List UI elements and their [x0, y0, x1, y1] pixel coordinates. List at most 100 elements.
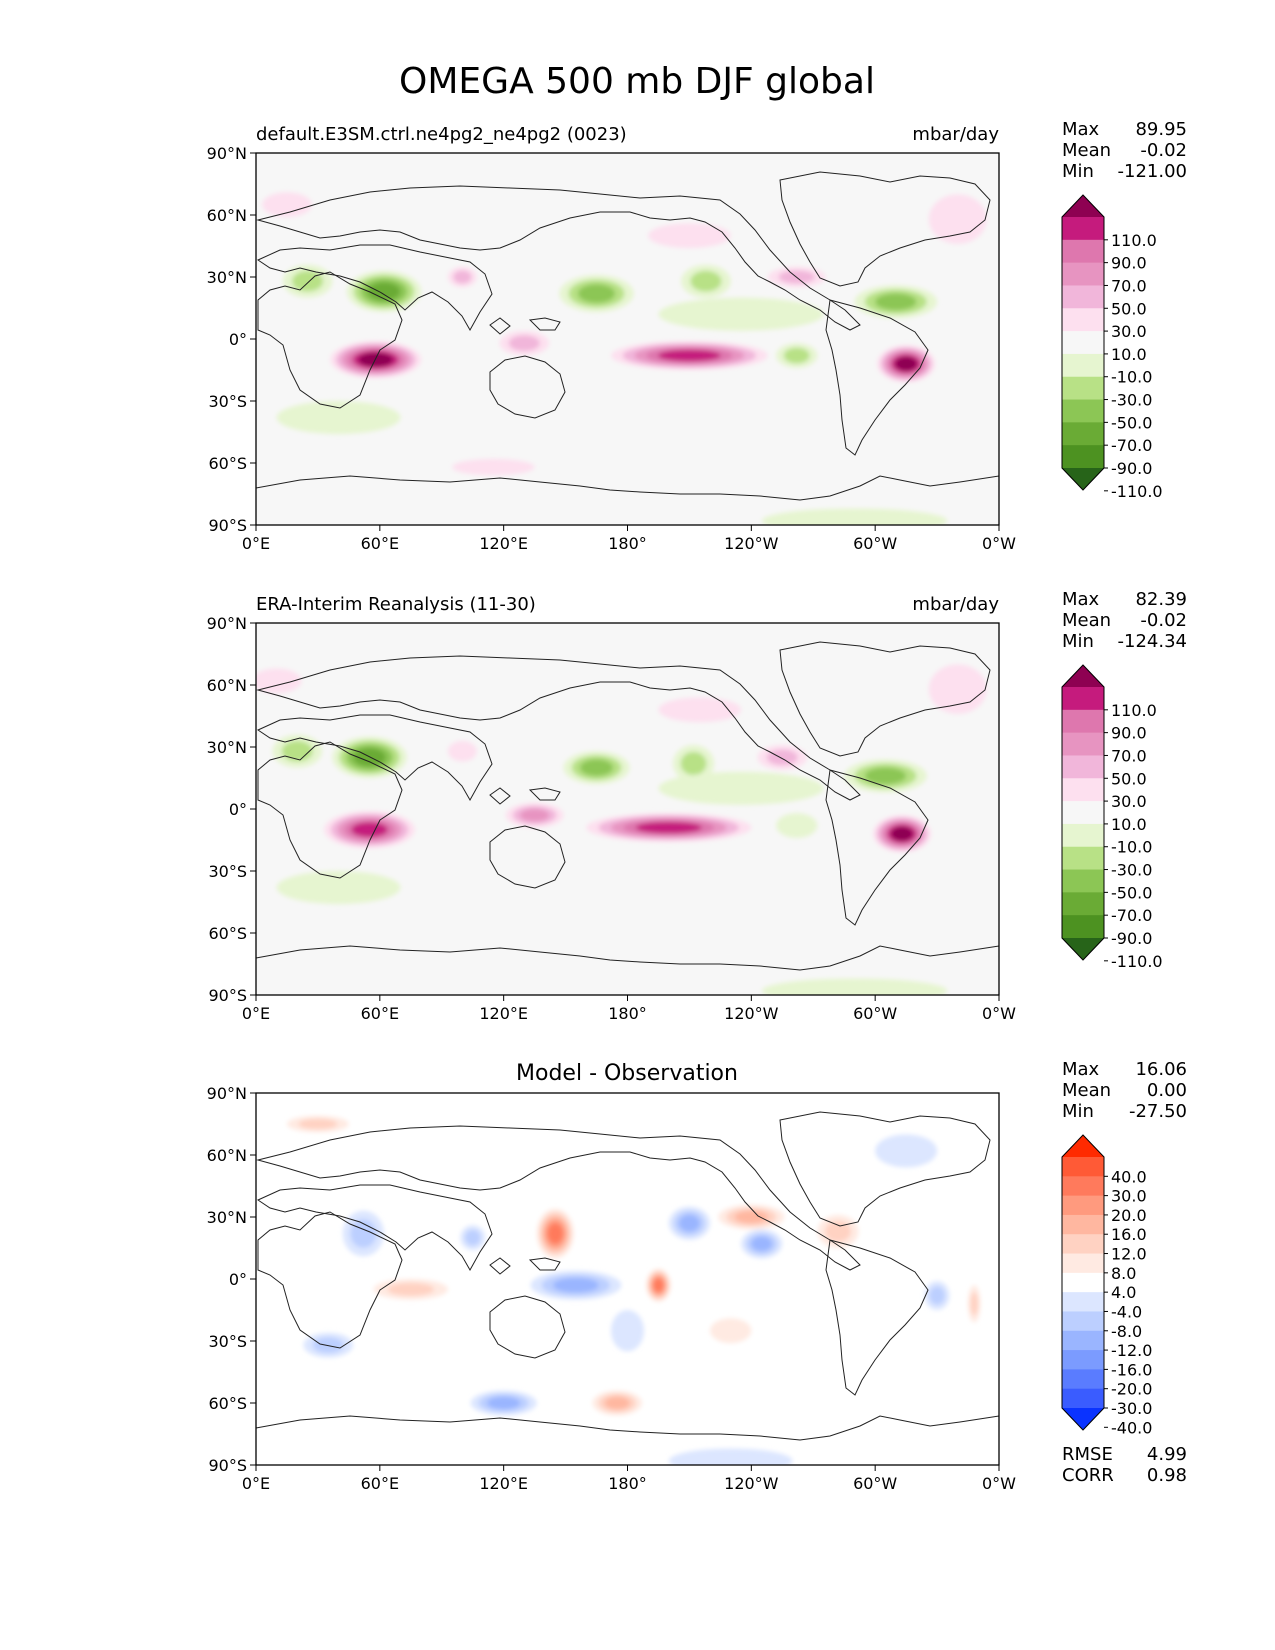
- stat-min-label: Min: [1062, 631, 1094, 652]
- lat-tick-label: 90°N: [207, 614, 247, 633]
- colorbar-swatch: [1062, 1157, 1104, 1177]
- colorbar-label: -30.0: [1111, 861, 1152, 880]
- stat-min-value: -121.00: [1118, 161, 1187, 182]
- lon-axis: 0°E 60°E 120°E 180° 120°W 60°W 0°W: [242, 1465, 1016, 1493]
- contour-region: [553, 1277, 599, 1293]
- lon-tick-label: 180°: [608, 1474, 647, 1493]
- colorbar-swatch: [1062, 801, 1104, 825]
- lon-tick-label: 120°E: [479, 1474, 528, 1493]
- contour-region: [875, 293, 917, 311]
- lat-tick-label: 30°N: [207, 1208, 247, 1227]
- lon-tick-label: 60°W: [853, 1004, 897, 1023]
- colorbar-swatch: [1062, 732, 1104, 756]
- stat-min-label: Min: [1062, 1101, 1094, 1122]
- contour-region: [751, 1236, 772, 1252]
- stat-min-value: -27.50: [1129, 1101, 1187, 1122]
- stat-max-label: Max: [1062, 589, 1100, 610]
- stat-min-value: -124.34: [1118, 631, 1187, 652]
- contour-region: [367, 282, 401, 301]
- figure-title: OMEGA 500 mb DJF global: [399, 61, 875, 102]
- stat-corr-value: 0.98: [1147, 1465, 1187, 1486]
- colorbar-label: -12.0: [1111, 1341, 1152, 1360]
- colorbar-swatch: [1062, 239, 1104, 264]
- contour-region: [453, 270, 472, 284]
- contour-region: [690, 270, 722, 292]
- contour-region: [783, 347, 810, 364]
- colorbar-label: 90.0: [1111, 724, 1147, 743]
- colorbar-label: 110.0: [1111, 231, 1157, 250]
- contour-region: [547, 1223, 563, 1244]
- colorbar-label: 10.0: [1111, 815, 1147, 834]
- colorbar-label: 110.0: [1111, 701, 1157, 720]
- colorbar-label: -4.0: [1111, 1302, 1142, 1321]
- colorbar-label: -40.0: [1111, 1418, 1152, 1437]
- contour-region: [653, 1278, 664, 1292]
- colorbar-label: 30.0: [1111, 322, 1147, 341]
- colorbar-swatch: [1062, 353, 1104, 378]
- colorbar-swatch: [1062, 892, 1104, 916]
- lon-tick-label: 0°E: [242, 1474, 270, 1493]
- lat-tick-label: 30°N: [207, 738, 247, 757]
- lat-tick-label: 90°S: [208, 1456, 247, 1475]
- contour-region: [577, 284, 616, 303]
- lat-tick-label: 30°N: [207, 268, 247, 287]
- stat-max-label: Max: [1062, 1059, 1100, 1080]
- stat-max-value: 16.06: [1135, 1059, 1187, 1080]
- colorbar-swatch: [1062, 262, 1104, 286]
- colorbar-extend-min: [1062, 1408, 1104, 1430]
- stat-corr-label: CORR: [1062, 1465, 1114, 1486]
- colorbar-label: 70.0: [1111, 276, 1147, 295]
- contour-region: [262, 192, 312, 218]
- colorbar-swatch: [1062, 308, 1104, 332]
- colorbar-label: -8.0: [1111, 1322, 1142, 1341]
- contour-region: [298, 1118, 338, 1130]
- colorbar-swatch: [1062, 1272, 1104, 1293]
- colorbar: 40.030.020.016.012.08.04.0-4.0-8.0-12.0-…: [1061, 1134, 1152, 1437]
- colorbar-swatch: [1062, 823, 1104, 848]
- contour-region: [580, 759, 614, 776]
- colorbar-swatch: [1062, 1388, 1104, 1409]
- colorbar-extend-min: [1062, 938, 1104, 960]
- lat-axis: 90°N 60°N 30°N 0° 30°S 60°S 90°S: [207, 1084, 256, 1475]
- colorbar-label: -10.0: [1111, 368, 1152, 387]
- panel-observation: ERA-Interim Reanalysis (11-30) mbar/day …: [207, 589, 1187, 1023]
- lon-tick-label: 120°W: [724, 1004, 779, 1023]
- colorbar-swatch: [1062, 331, 1104, 355]
- stat-mean-label: Mean: [1062, 1080, 1111, 1101]
- colorbar-extend-max: [1062, 195, 1104, 217]
- colorbar-label: 30.0: [1111, 792, 1147, 811]
- colorbar-swatch: [1062, 755, 1104, 779]
- colorbar-swatch: [1062, 217, 1104, 241]
- map-background: [256, 153, 999, 525]
- colorbar-label: 12.0: [1111, 1245, 1147, 1264]
- contour-region: [281, 740, 313, 762]
- colorbar-label: 20.0: [1111, 1206, 1147, 1225]
- contour-region: [276, 871, 401, 905]
- colorbar-label: -16.0: [1111, 1360, 1152, 1379]
- contour-region: [875, 1134, 938, 1168]
- contour-region: [508, 335, 540, 351]
- contour-region: [929, 1286, 945, 1305]
- colorbar-swatch: [1062, 687, 1104, 711]
- lon-tick-label: 0°E: [242, 534, 270, 553]
- colorbar-swatch: [1062, 445, 1104, 469]
- contour-region: [928, 194, 987, 244]
- lat-axis: 90°N 60°N 30°N 0° 30°S 60°S 90°S: [207, 144, 256, 535]
- contour-region: [520, 809, 550, 822]
- colorbar-label: -20.0: [1111, 1380, 1152, 1399]
- colorbar-label: -90.0: [1111, 459, 1152, 478]
- colorbar-label: -10.0: [1111, 838, 1152, 857]
- colorbar-swatch: [1062, 1350, 1104, 1370]
- contour-region: [452, 458, 535, 476]
- lat-tick-label: 60°S: [208, 454, 247, 473]
- colorbar-swatch: [1062, 1195, 1104, 1216]
- contour-region: [464, 1229, 481, 1246]
- colorbar-label: 50.0: [1111, 299, 1147, 318]
- lon-tick-label: 0°W: [982, 534, 1016, 553]
- colorbar-label: -90.0: [1111, 929, 1152, 948]
- stat-max-label: Max: [1062, 119, 1100, 140]
- contour-region: [256, 668, 302, 694]
- lat-tick-label: 30°S: [208, 392, 247, 411]
- colorbar-label: -70.0: [1111, 436, 1152, 455]
